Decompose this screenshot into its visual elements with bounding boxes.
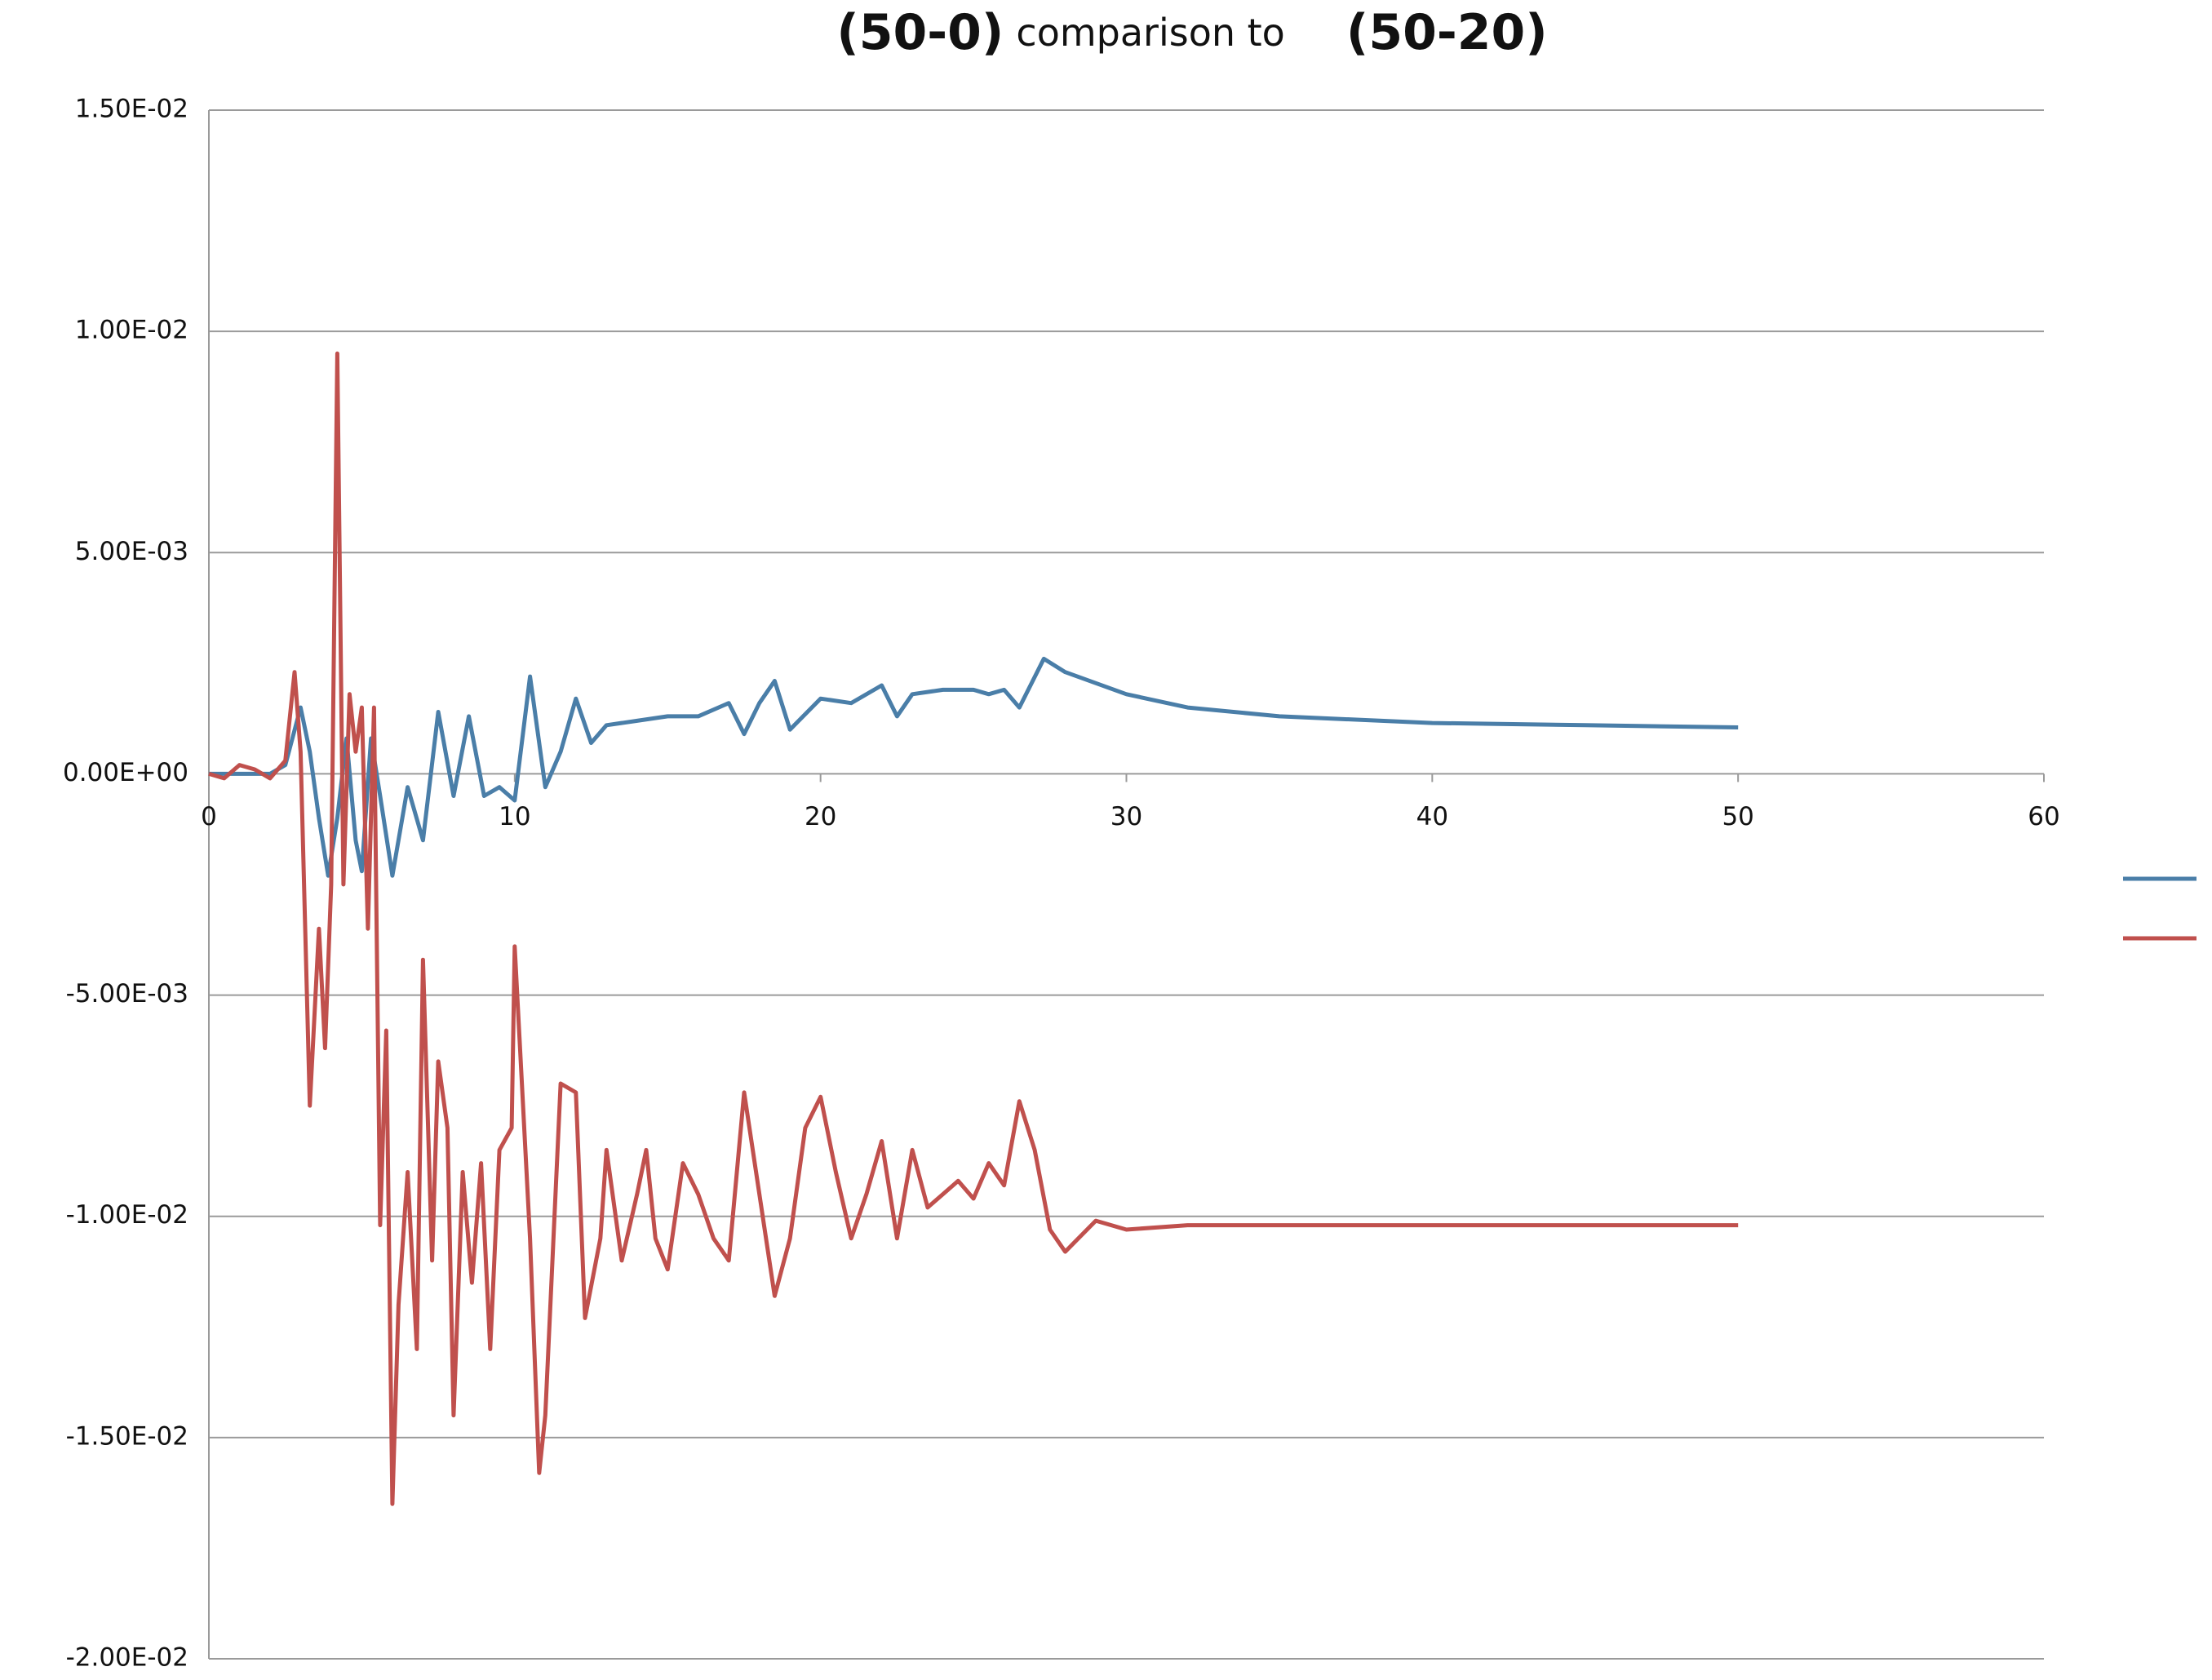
x-tick-label: 10 [499,802,530,831]
y-tick-label: 5.00E-03 [75,537,188,566]
y-tick-label: 1.00E-02 [75,316,188,345]
x-tick-label: 30 [1110,802,1142,831]
x-tick-label: 50 [1722,802,1753,831]
chart-title: (50-0) comparison to (50-20) [836,4,1547,61]
title-part: (50-0) [836,4,1004,61]
y-tick-label: -1.50E-02 [66,1421,188,1451]
series-line [208,351,1739,1506]
y-tick-label: 1.50E-02 [75,95,188,124]
title-part: (50-20) [1346,4,1548,61]
x-tick-label: 20 [805,802,836,831]
x-tick-label: 0 [201,802,217,831]
y-tick-label: 0.00E+00 [63,758,188,787]
y-tick-label: -1.00E-02 [66,1200,188,1230]
series-line [209,656,1739,878]
x-tick-label: 60 [2028,802,2059,831]
y-tick-label: -5.00E-03 [66,979,188,1008]
x-tick-label: 40 [1416,802,1448,831]
title-part: comparison to [1016,11,1284,55]
y-tick-label: -2.00E-02 [66,1643,188,1673]
